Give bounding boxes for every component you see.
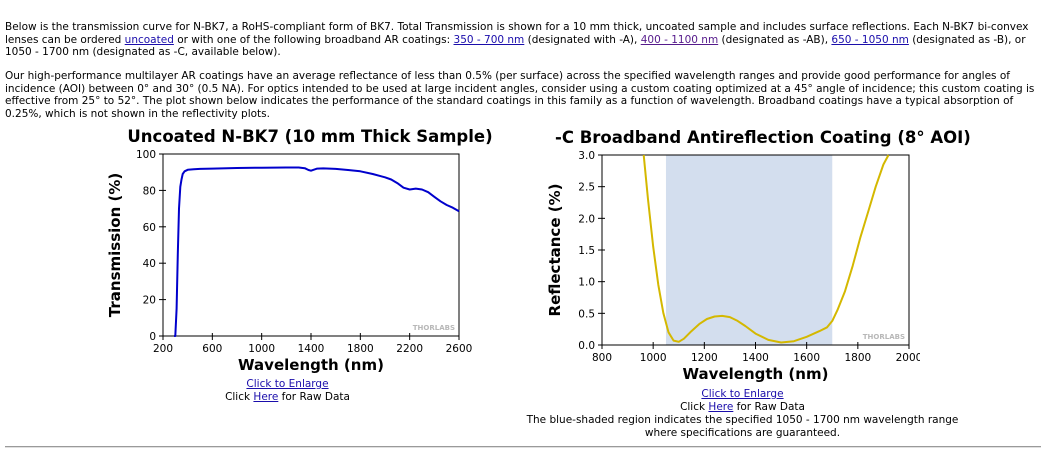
y-axis-label: Reflectance (%) (546, 184, 564, 317)
coating-b-link[interactable]: 650 - 1050 nm (831, 33, 909, 46)
y-tick-label: 100 (136, 149, 156, 161)
intro-text: Below is the transmission curve for N-BK… (5, 21, 1029, 46)
x-tick-label: 1600 (793, 352, 820, 364)
section-divider (5, 446, 1041, 448)
x-tick-label: 800 (592, 352, 612, 364)
raw-data-text: Click (225, 391, 254, 403)
intro-text: or with one of the following broadband A… (173, 33, 454, 46)
x-tick-label: 1800 (347, 343, 374, 355)
x-tick-label: 1400 (742, 352, 769, 364)
thorlabs-watermark: THORLABS (863, 333, 905, 341)
y-tick-label: 60 (143, 222, 156, 234)
y-tick-label: 80 (143, 185, 156, 197)
shade-note-1: The blue-shaded region indicates the spe… (526, 414, 959, 426)
shade-note-2: where specifications are guaranteed. (644, 427, 841, 439)
y-tick-label: 0.5 (578, 308, 595, 320)
y-tick-label: 20 (143, 295, 156, 307)
raw-data-text: for Raw Data (278, 391, 350, 403)
coating-ab-link[interactable]: 400 - 1100 nm (640, 33, 719, 46)
x-tick-label: 1400 (298, 343, 325, 355)
coating-a-link[interactable]: 350 - 700 nm (453, 33, 525, 46)
y-tick-label: 3.0 (578, 150, 595, 162)
x-tick-label: 1000 (248, 343, 275, 355)
y-tick-label: 1.5 (578, 245, 595, 257)
raw-data-text: for Raw Data (733, 401, 805, 413)
x-tick-label: 2600 (446, 343, 473, 355)
thorlabs-watermark: THORLABS (413, 324, 455, 332)
series-line-0 (642, 154, 890, 344)
right-caption: Click to Enlarge Click Here for Raw Data… (500, 388, 985, 440)
x-axis-label: Wavelength (nm) (238, 356, 384, 374)
intro-paragraph-2: Our high-performance multilayer AR coati… (5, 70, 1035, 120)
intro-text: (designated as -B), or 1050 - 1700 nm (d… (5, 33, 1026, 59)
x-tick-label: 1800 (844, 352, 871, 364)
x-tick-label: 200 (153, 343, 173, 355)
right-enlarge-link[interactable]: Click to Enlarge (701, 388, 784, 400)
transmission-chart[interactable]: 200 600 1000 1400 1800 2200 2600 0 20 40 60 80 100 Wa… (100, 144, 480, 380)
reflectance-chart[interactable]: 800 1000 1200 1400 1600 1800 2000 0.0 0.5 1.0 1.5 2… (540, 145, 920, 389)
x-tick-label: 1200 (691, 352, 718, 364)
y-tick-label: 0 (149, 331, 156, 343)
intro-text: (designated with -A), (524, 33, 641, 46)
plot-frame (162, 153, 460, 337)
x-tick-label: 1000 (640, 352, 667, 364)
y-tick-label: 0.0 (578, 340, 595, 352)
left-raw-data-link[interactable]: Here (253, 391, 279, 403)
chart-title-transmission: Uncoated N-BK7 (10 mm Thick Sample) (127, 127, 493, 146)
x-tick-label: 600 (202, 343, 222, 355)
uncoated-link[interactable]: uncoated (124, 33, 174, 46)
right-raw-data-link[interactable]: Here (708, 401, 734, 413)
x-tick-label: 2200 (396, 343, 423, 355)
y-axis-label: Transmission (%) (106, 173, 124, 317)
chart-title-reflectance: -C Broadband Antireflection Coating (8° … (555, 128, 971, 147)
x-axis-label: Wavelength (nm) (683, 365, 829, 383)
shaded-spec-region (665, 155, 833, 345)
y-tick-label: 2.5 (578, 182, 595, 194)
y-tick-label: 2.0 (578, 213, 595, 225)
raw-data-text: Click (680, 401, 709, 413)
y-tick-label: 40 (143, 258, 156, 270)
series-line-0 (174, 166, 460, 337)
x-tick-label: 2000 (896, 352, 920, 364)
y-tick-label: 1.0 (578, 277, 595, 289)
intro-paragraph-1: Below is the transmission curve for N-BK… (5, 21, 1041, 59)
left-caption: Click to Enlarge Click Here for Raw Data (185, 378, 390, 404)
intro-text: (designated as -AB), (718, 33, 832, 46)
left-enlarge-link[interactable]: Click to Enlarge (246, 378, 329, 390)
